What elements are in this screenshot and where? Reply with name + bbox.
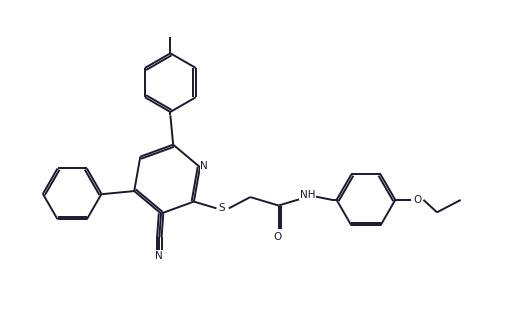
Text: N: N	[200, 161, 208, 171]
Text: O: O	[413, 195, 421, 205]
Text: O: O	[274, 232, 282, 242]
Text: NH: NH	[299, 190, 315, 200]
Text: N: N	[156, 251, 163, 261]
Text: S: S	[219, 203, 226, 214]
